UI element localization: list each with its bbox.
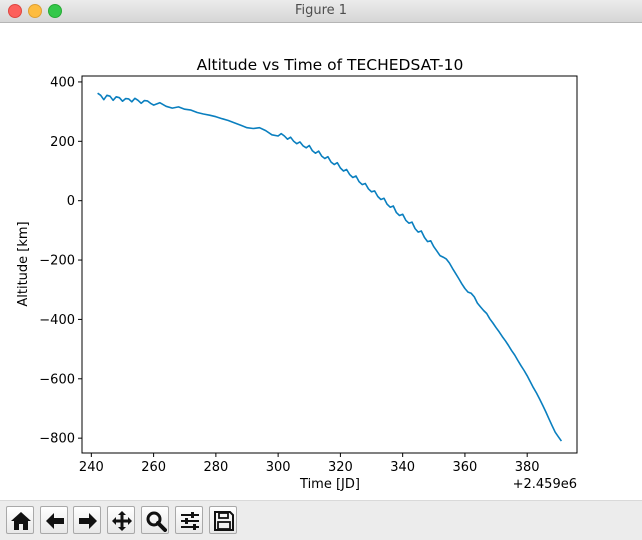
window-title: Figure 1 (294, 3, 348, 18)
plot-canvas[interactable]: Altitude vs Time of TECHEDSAT-10 240 260 2… (0, 23, 642, 500)
configure-subplots-button[interactable] (175, 506, 203, 534)
y-tick-label: −200 (39, 254, 75, 269)
y-tick-label: 400 (50, 75, 75, 90)
move-icon (112, 511, 132, 531)
sliders-icon (181, 512, 199, 530)
x-tick-label: 320 (328, 460, 353, 475)
altitude-series-line (97, 92, 563, 442)
x-tick-label: 300 (266, 460, 291, 475)
x-tick-label: 360 (453, 460, 478, 475)
magnifier-icon (146, 511, 167, 532)
close-window-button[interactable] (8, 4, 22, 18)
back-button[interactable] (40, 506, 68, 534)
maximize-window-button[interactable] (48, 4, 62, 18)
x-tick-label: 280 (203, 460, 228, 475)
arrow-right-icon (79, 513, 97, 529)
y-axis-ticks: 400 200 0 −200 −400 −600 −800 (39, 75, 82, 447)
floppy-disk-icon (214, 511, 234, 531)
plot-area-frame (81, 75, 578, 454)
x-axis-ticks: 240 260 280 300 320 340 360 380 (79, 453, 540, 475)
navigation-toolbar (0, 500, 642, 540)
zoom-button[interactable] (141, 506, 169, 534)
x-axis-offset-label: +2.459e6 (513, 477, 577, 492)
y-tick-label: 200 (50, 135, 75, 150)
y-tick-label: 0 (67, 194, 75, 209)
minimize-window-button[interactable] (28, 4, 42, 18)
x-axis-label: Time [JD] (299, 477, 360, 492)
home-button[interactable] (6, 506, 34, 534)
y-tick-label: −800 (39, 432, 75, 447)
y-tick-label: −400 (39, 313, 75, 328)
pan-button[interactable] (107, 506, 135, 534)
x-tick-label: 340 (390, 460, 415, 475)
save-button[interactable] (209, 506, 237, 534)
y-axis-label: Altitude [km] (16, 221, 31, 306)
chart-title: Altitude vs Time of TECHEDSAT-10 (197, 56, 464, 74)
home-icon (11, 512, 31, 530)
y-tick-label: −600 (39, 372, 75, 387)
title-bar[interactable]: Figure 1 (0, 0, 642, 23)
x-tick-label: 240 (79, 460, 104, 475)
forward-button[interactable] (73, 506, 101, 534)
x-tick-label: 260 (141, 460, 166, 475)
x-tick-label: 380 (515, 460, 540, 475)
arrow-left-icon (46, 513, 64, 529)
